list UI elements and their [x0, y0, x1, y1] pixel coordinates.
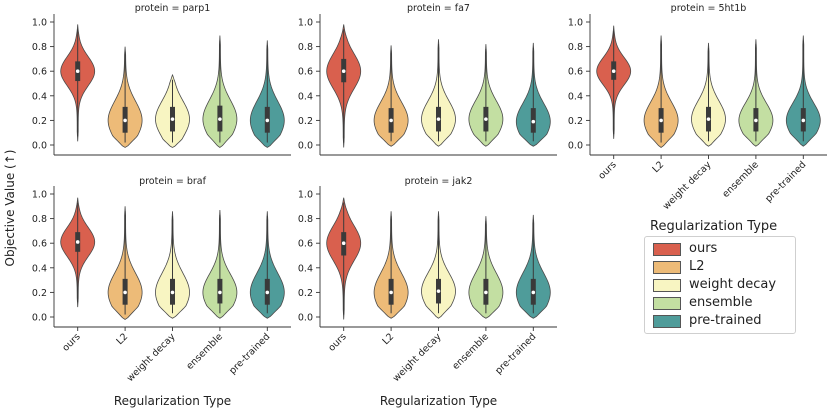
median-marker-5ht1b-pre-trained	[801, 118, 806, 123]
y-tick-label-fa7: 0.2	[298, 116, 313, 127]
y-tick-label-fa7: 0.8	[298, 42, 313, 53]
legend-label: ensemble	[689, 295, 753, 310]
panel-title-parp1: protein = parp1	[135, 3, 211, 14]
legend-item-pre-trained: pre-trained	[645, 313, 795, 330]
x-tick-label-braf: ensemble	[184, 331, 225, 372]
y-tick-label-fa7: 1.0	[298, 18, 313, 29]
legend-title: Regularization Type	[650, 219, 778, 234]
legend-swatch	[653, 297, 681, 310]
x-tick-label-braf: weight decay	[125, 331, 178, 384]
y-tick-label-braf: 0.6	[32, 239, 47, 250]
median-marker-jak2-weight-decay	[436, 289, 441, 293]
median-marker-parp1-l2	[123, 118, 127, 123]
median-marker-braf-ours	[75, 240, 80, 244]
median-marker-parp1-weight-decay	[170, 117, 175, 121]
y-tick-label-braf: 0.4	[32, 263, 47, 274]
x-tick-label-5ht1b: pre-trained	[763, 159, 808, 204]
x-tick-label-jak2: pre-trained	[493, 331, 538, 376]
median-marker-jak2-ours	[341, 241, 346, 245]
y-tick-label-jak2: 0.0	[298, 313, 313, 324]
y-tick-label-parp1: 0.8	[32, 42, 47, 53]
median-marker-jak2-l2	[389, 290, 393, 295]
y-tick-label-5ht1b: 0.8	[568, 42, 583, 53]
legend-label: weight decay	[689, 277, 777, 292]
legend-item-l2: L2	[645, 259, 795, 276]
y-tick-label-braf: 0.2	[32, 288, 47, 299]
x-tick-label-5ht1b: L2	[650, 159, 666, 175]
median-marker-braf-l2	[123, 290, 127, 295]
median-marker-fa7-l2	[389, 118, 393, 123]
median-marker-5ht1b-ours	[611, 69, 616, 73]
y-tick-label-jak2: 1.0	[298, 190, 313, 201]
median-marker-fa7-ensemble	[484, 117, 488, 121]
median-marker-fa7-ours	[341, 69, 346, 73]
x-tick-label-5ht1b: weight decay	[661, 159, 714, 212]
y-tick-label-braf: 0.0	[32, 313, 47, 324]
median-marker-parp1-ensemble	[218, 117, 222, 121]
y-tick-label-fa7: 0.0	[298, 141, 313, 152]
y-tick-label-parp1: 0.0	[32, 141, 47, 152]
x-axis-title-jak2: Regularization Type	[380, 394, 497, 408]
y-tick-label-parp1: 1.0	[32, 18, 47, 29]
median-marker-5ht1b-l2	[659, 118, 663, 123]
legend-label: pre-trained	[689, 313, 762, 328]
y-tick-label-fa7: 0.6	[298, 67, 313, 78]
median-marker-braf-ensemble	[218, 290, 222, 295]
y-tick-label-parp1: 0.2	[32, 116, 47, 127]
median-marker-fa7-pre-trained	[531, 119, 536, 124]
x-tick-label-jak2: L2	[380, 331, 396, 347]
y-tick-label-5ht1b: 0.2	[568, 116, 583, 127]
legend-label: L2	[689, 259, 705, 274]
x-tick-label-braf: L2	[114, 331, 130, 347]
panel-title-braf: protein = braf	[139, 176, 207, 187]
y-tick-label-5ht1b: 0.0	[568, 141, 583, 152]
legend-item-ensemble: ensemble	[645, 295, 795, 312]
x-tick-label-5ht1b: ensemble	[720, 159, 761, 200]
y-tick-label-5ht1b: 0.6	[568, 67, 583, 78]
median-marker-5ht1b-weight-decay	[706, 117, 711, 121]
legend-swatch	[653, 315, 681, 328]
x-tick-label-jak2: weight decay	[391, 331, 444, 384]
panel-title-fa7: protein = fa7	[407, 3, 470, 14]
y-axis-title: Objective Value (↑)	[3, 150, 17, 267]
median-marker-parp1-ours	[75, 69, 80, 73]
y-tick-label-parp1: 0.6	[32, 67, 47, 78]
legend: ours L2 weight decay ensemble pre-trained	[644, 236, 796, 334]
y-tick-label-jak2: 0.8	[298, 214, 313, 225]
median-marker-5ht1b-ensemble	[754, 118, 758, 123]
median-marker-jak2-ensemble	[484, 290, 488, 295]
y-tick-label-braf: 1.0	[32, 190, 47, 201]
legend-item-weight-decay: weight decay	[645, 277, 795, 294]
y-tick-label-5ht1b: 0.4	[568, 91, 583, 102]
median-marker-fa7-weight-decay	[436, 117, 441, 121]
x-tick-label-braf: pre-trained	[227, 331, 272, 376]
legend-swatch	[653, 261, 681, 274]
x-tick-label-jak2: ours	[326, 331, 348, 353]
panel-title-5ht1b: protein = 5ht1b	[671, 3, 747, 14]
median-marker-parp1-pre-trained	[265, 118, 270, 123]
y-tick-label-parp1: 0.4	[32, 91, 47, 102]
y-tick-label-braf: 0.8	[32, 214, 47, 225]
median-marker-braf-pre-trained	[265, 290, 270, 295]
panel-title-jak2: protein = jak2	[405, 176, 473, 187]
legend-swatch	[653, 243, 681, 256]
y-tick-label-jak2: 0.4	[298, 263, 313, 274]
x-tick-label-jak2: ensemble	[450, 331, 491, 372]
median-marker-braf-weight-decay	[170, 290, 175, 295]
legend-swatch	[653, 279, 681, 292]
legend-label: ours	[689, 241, 718, 256]
y-tick-label-fa7: 0.4	[298, 91, 313, 102]
legend-item-ours: ours	[645, 241, 795, 258]
x-axis-title-braf: Regularization Type	[114, 394, 231, 408]
y-tick-label-jak2: 0.2	[298, 288, 313, 299]
x-tick-label-braf: ours	[60, 331, 82, 353]
y-tick-label-5ht1b: 1.0	[568, 18, 583, 29]
median-marker-jak2-pre-trained	[531, 290, 536, 295]
x-tick-label-5ht1b: ours	[596, 159, 618, 181]
y-tick-label-jak2: 0.6	[298, 239, 313, 250]
